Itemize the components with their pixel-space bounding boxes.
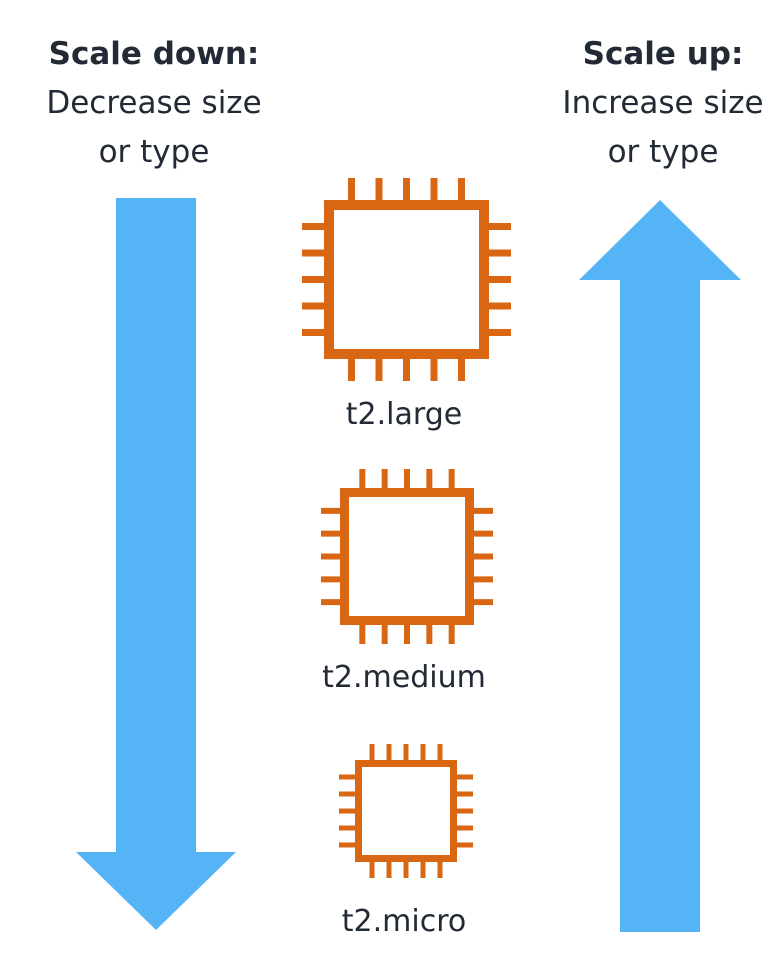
scale-down-line-2: or type (98, 134, 210, 170)
instance-label-medium: t2.medium (322, 660, 486, 695)
scale-down-arrow-icon (76, 198, 236, 930)
scale-up-title: Scale up: (582, 36, 744, 72)
chip-icon-medium (321, 469, 493, 644)
chip-icon-micro (339, 744, 473, 878)
chip-body (340, 488, 474, 625)
scale-down-title: Scale down: (48, 36, 260, 72)
scale-up-heading: Scale up: Increase size or type (513, 30, 778, 177)
chip-body (355, 760, 457, 862)
scale-down-line-1: Decrease size (46, 85, 262, 121)
scale-up-line-1: Increase size (562, 85, 764, 121)
scale-up-arrow-icon (579, 200, 741, 932)
chip-body (324, 200, 489, 359)
scale-up-line-2: or type (607, 134, 719, 170)
instance-label-large: t2.large (345, 397, 463, 432)
scale-down-heading: Scale down: Decrease size or type (4, 30, 304, 177)
chip-icon-large (302, 178, 511, 381)
instance-label-micro: t2.micro (341, 904, 467, 939)
